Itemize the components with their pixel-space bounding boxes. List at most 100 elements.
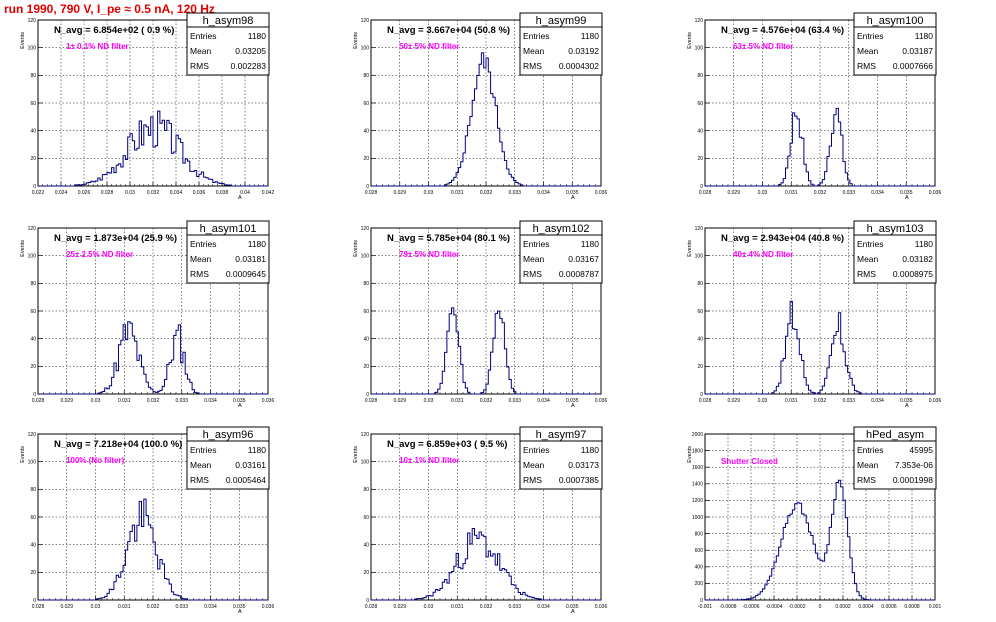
y-tick-label: 60 xyxy=(697,309,703,315)
navg-label: N_avg = 6.854e+02 ( 0.9 %) xyxy=(54,25,174,36)
y-tick-label: 20 xyxy=(30,156,36,162)
y-tick-label: 600 xyxy=(695,548,704,554)
stats-label: Mean xyxy=(190,46,212,56)
x-tick-label: 0.029 xyxy=(727,398,740,404)
x-tick-label: 0.036 xyxy=(262,398,275,404)
x-axis-label: A xyxy=(905,403,909,409)
stats-title: h_asym98 xyxy=(203,15,254,27)
filter-annotation: 100% (No filter) xyxy=(66,456,125,465)
stats-label: Entries xyxy=(523,445,549,455)
y-tick-label: 1600 xyxy=(692,465,703,471)
stats-label: Mean xyxy=(857,460,879,470)
stats-label: RMS xyxy=(523,269,542,279)
stats-label: RMS xyxy=(190,61,209,71)
x-tick-label: -0.0004 xyxy=(766,604,783,610)
stats-label: Mean xyxy=(857,254,879,264)
stats-value: 0.002283 xyxy=(231,61,267,71)
histogram-series xyxy=(38,321,268,395)
y-axis-label: Events xyxy=(687,32,693,49)
histogram-panel: 0.022 0.024 0.026 0.028 0.03 0.032 0.034 0.036 0… xyxy=(20,12,275,201)
x-tick-label: 0.034 xyxy=(871,398,884,404)
y-axis-label: Events xyxy=(687,240,693,257)
stats-title: h_asym100 xyxy=(867,15,924,27)
navg-label: N_avg = 3.667e+04 (50.8 %) xyxy=(387,25,510,36)
stats-value: 0.03192 xyxy=(568,46,599,56)
y-tick-label: 0 xyxy=(700,598,703,604)
x-tick-label: 0.035 xyxy=(900,398,913,404)
x-tick-label: 0.028 xyxy=(699,398,712,404)
stats-value: 1180 xyxy=(915,239,934,249)
y-tick-label: 20 xyxy=(697,364,703,370)
x-tick-label: 0.033 xyxy=(508,190,521,196)
x-tick-label: 0.034 xyxy=(537,604,550,610)
y-tick-label: 120 xyxy=(361,432,370,438)
y-tick-label: 60 xyxy=(363,309,369,315)
x-tick-label: 0.031 xyxy=(118,398,131,404)
stats-value: 0.03173 xyxy=(568,460,599,470)
x-tick-label: 0.035 xyxy=(566,398,579,404)
x-tick-label: 0.024 xyxy=(55,190,68,196)
x-tick-label: 0.033 xyxy=(508,604,521,610)
histogram-panel: -0.001 -0.0008 -0.0006 -0.0004 -0.0002 0 0.000… xyxy=(687,426,941,610)
y-tick-label: 2000 xyxy=(692,432,703,438)
y-tick-label: 0 xyxy=(33,598,36,604)
x-tick-label: 0.032 xyxy=(147,604,160,610)
x-tick-label: 0.036 xyxy=(595,190,608,196)
x-tick-label: 0.036 xyxy=(595,398,608,404)
y-tick-label: 60 xyxy=(30,515,36,521)
y-tick-label: 120 xyxy=(361,18,370,24)
y-axis-label: Events xyxy=(20,240,26,257)
x-tick-label: 0.034 xyxy=(204,604,217,610)
stats-value: 0.03181 xyxy=(235,254,266,264)
histogram-panel: 0.028 0.029 0.03 0.031 0.032 0.033 0.034 0.035 0… xyxy=(20,426,274,615)
y-tick-label: 80 xyxy=(697,73,703,79)
stats-box xyxy=(853,12,937,76)
x-tick-label: 0.035 xyxy=(566,604,579,610)
x-tick-label: 0.029 xyxy=(393,398,406,404)
x-tick-label: -0.0008 xyxy=(720,604,737,610)
y-tick-label: 20 xyxy=(363,156,369,162)
stats-value: 0.0001998 xyxy=(893,475,933,485)
stats-value: 1180 xyxy=(581,239,600,249)
x-tick-label: 0.042 xyxy=(262,190,275,196)
stats-label: Entries xyxy=(857,239,883,249)
y-tick-label: 0 xyxy=(33,392,36,398)
y-tick-label: 100 xyxy=(361,45,370,51)
stats-box xyxy=(186,426,270,490)
stats-value: 1180 xyxy=(248,239,267,249)
x-tick-label: 0.028 xyxy=(101,190,114,196)
stats-value: 0.0007385 xyxy=(559,475,599,485)
navg-label: N_avg = 7.218e+04 (100.0 %) xyxy=(54,439,182,450)
y-tick-label: 20 xyxy=(363,364,369,370)
x-tick-label: 0.031 xyxy=(785,190,798,196)
y-tick-label: 20 xyxy=(30,570,36,576)
navg-label: N_avg = 6.859e+03 ( 9.5 %) xyxy=(387,439,507,450)
x-tick-label: 0.0004 xyxy=(858,604,874,610)
y-tick-label: 100 xyxy=(695,45,704,51)
stats-value: 1180 xyxy=(581,445,600,455)
x-tick-label: 0.03 xyxy=(758,190,768,196)
filter-annotation: 40± 4% ND filter xyxy=(733,250,793,259)
y-tick-label: 80 xyxy=(30,73,36,79)
x-tick-label: 0.031 xyxy=(785,398,798,404)
x-tick-label: 0.031 xyxy=(451,604,464,610)
stats-box xyxy=(186,12,270,76)
y-tick-label: 100 xyxy=(28,45,37,51)
y-tick-label: 0 xyxy=(700,184,703,190)
x-tick-label: -0.0006 xyxy=(743,604,760,610)
filter-annotation: 1± 0.1% ND filter xyxy=(66,42,129,51)
x-axis-label: A xyxy=(571,403,575,409)
x-tick-label: 0.032 xyxy=(480,604,493,610)
y-tick-label: 0 xyxy=(366,392,369,398)
x-tick-label: -0.0002 xyxy=(789,604,806,610)
filter-annotation: 50± 5% ND filter xyxy=(399,42,459,51)
stats-value: 0.0005464 xyxy=(226,475,266,485)
y-tick-label: 1800 xyxy=(692,448,703,454)
x-tick-label: 0.032 xyxy=(147,398,160,404)
x-tick-label: 0.033 xyxy=(842,398,855,404)
x-tick-label: 0.031 xyxy=(451,398,464,404)
stats-box xyxy=(519,426,603,490)
x-tick-label: 0.029 xyxy=(60,604,73,610)
x-tick-label: 0.032 xyxy=(147,190,160,196)
y-tick-label: 100 xyxy=(695,253,704,259)
